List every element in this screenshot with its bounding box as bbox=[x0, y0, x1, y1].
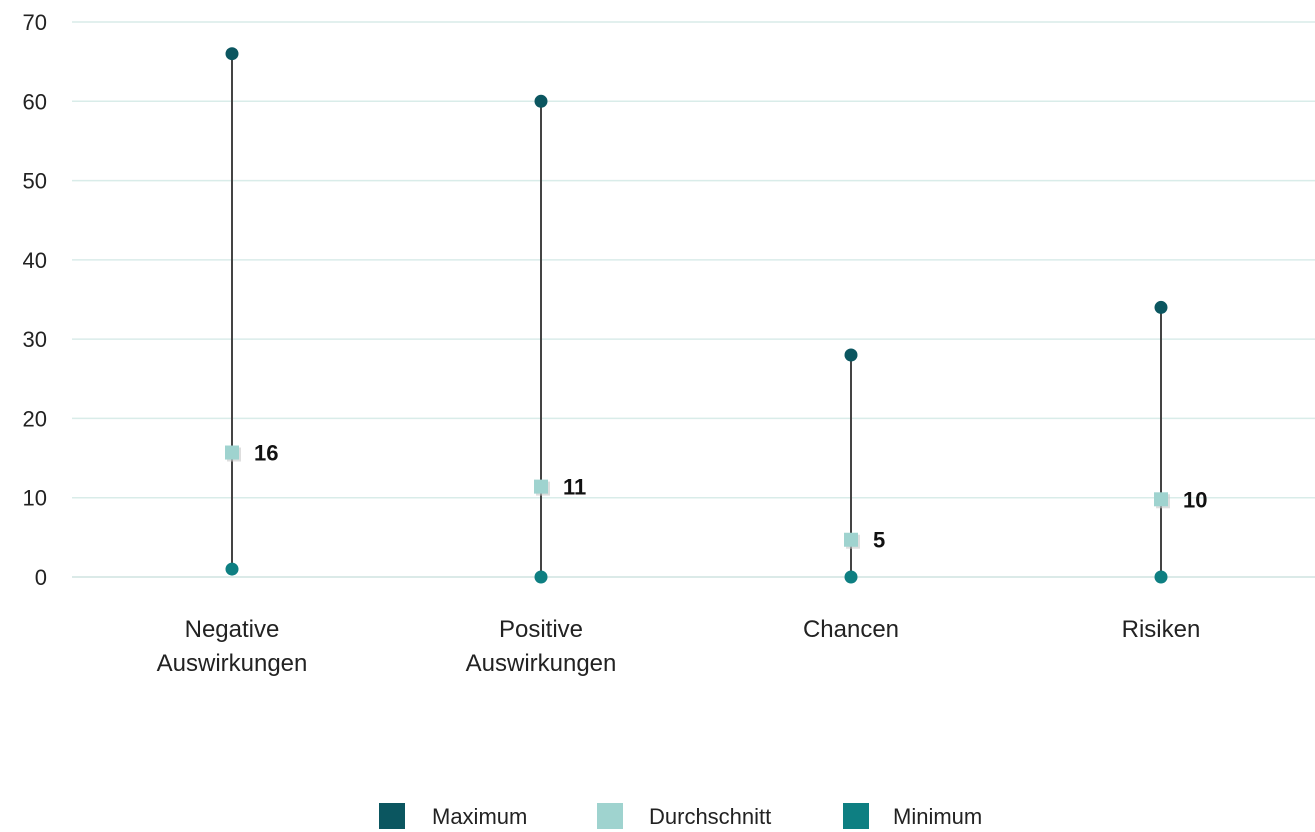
y-tick-label: 30 bbox=[23, 327, 47, 352]
category-label: Positive bbox=[499, 616, 583, 643]
category-label: Auswirkungen bbox=[466, 650, 617, 677]
maximum-marker bbox=[225, 47, 239, 61]
average-data-label: 10 bbox=[1183, 487, 1207, 512]
minimum-marker bbox=[225, 562, 239, 576]
y-tick-label: 70 bbox=[23, 10, 47, 35]
y-tick-label: 40 bbox=[23, 248, 47, 273]
y-tick-label: 50 bbox=[23, 169, 47, 194]
minimum-marker bbox=[534, 570, 548, 584]
average-marker bbox=[1154, 492, 1168, 507]
legend-label: Minimum bbox=[893, 804, 982, 829]
average-data-label: 11 bbox=[563, 475, 586, 500]
minimum-marker bbox=[1154, 570, 1168, 584]
category-labels: Negative Auswirkungen Positive Auswirkungen… bbox=[157, 616, 1201, 677]
legend-swatch bbox=[843, 803, 869, 829]
average-marker bbox=[534, 479, 548, 494]
y-tick-label: 10 bbox=[23, 486, 47, 511]
category-label: Auswirkungen bbox=[157, 650, 308, 677]
maximum-marker bbox=[534, 94, 548, 108]
minimum-marker bbox=[844, 570, 858, 584]
average-data-label: 16 bbox=[254, 441, 278, 466]
average-marker bbox=[225, 445, 239, 460]
legend-label: Durchschnitt bbox=[649, 804, 771, 829]
average-marker bbox=[844, 532, 858, 547]
average-data-label: 5 bbox=[873, 528, 885, 553]
maximum-marker bbox=[1154, 300, 1168, 314]
y-tick-label: 20 bbox=[23, 406, 47, 431]
legend-swatch bbox=[379, 803, 405, 829]
category-label: Negative bbox=[185, 616, 280, 643]
gridlines bbox=[72, 21, 1315, 578]
maximum-marker bbox=[844, 348, 858, 362]
y-axis-tick-labels: 0 10 20 30 40 50 60 70 bbox=[23, 10, 47, 590]
data-labels: 16 11 5 10 bbox=[254, 441, 1207, 553]
legend-swatch bbox=[597, 803, 623, 829]
y-tick-label: 60 bbox=[23, 89, 47, 114]
category-label: Chancen bbox=[803, 616, 899, 643]
data-markers bbox=[225, 47, 1170, 584]
range-lines bbox=[231, 53, 1162, 577]
legend-label: Maximum bbox=[432, 804, 527, 829]
category-label: Risiken bbox=[1122, 616, 1201, 643]
y-tick-label: 0 bbox=[35, 565, 47, 590]
legend: Maximum Durchschnitt Minimum bbox=[379, 803, 982, 829]
